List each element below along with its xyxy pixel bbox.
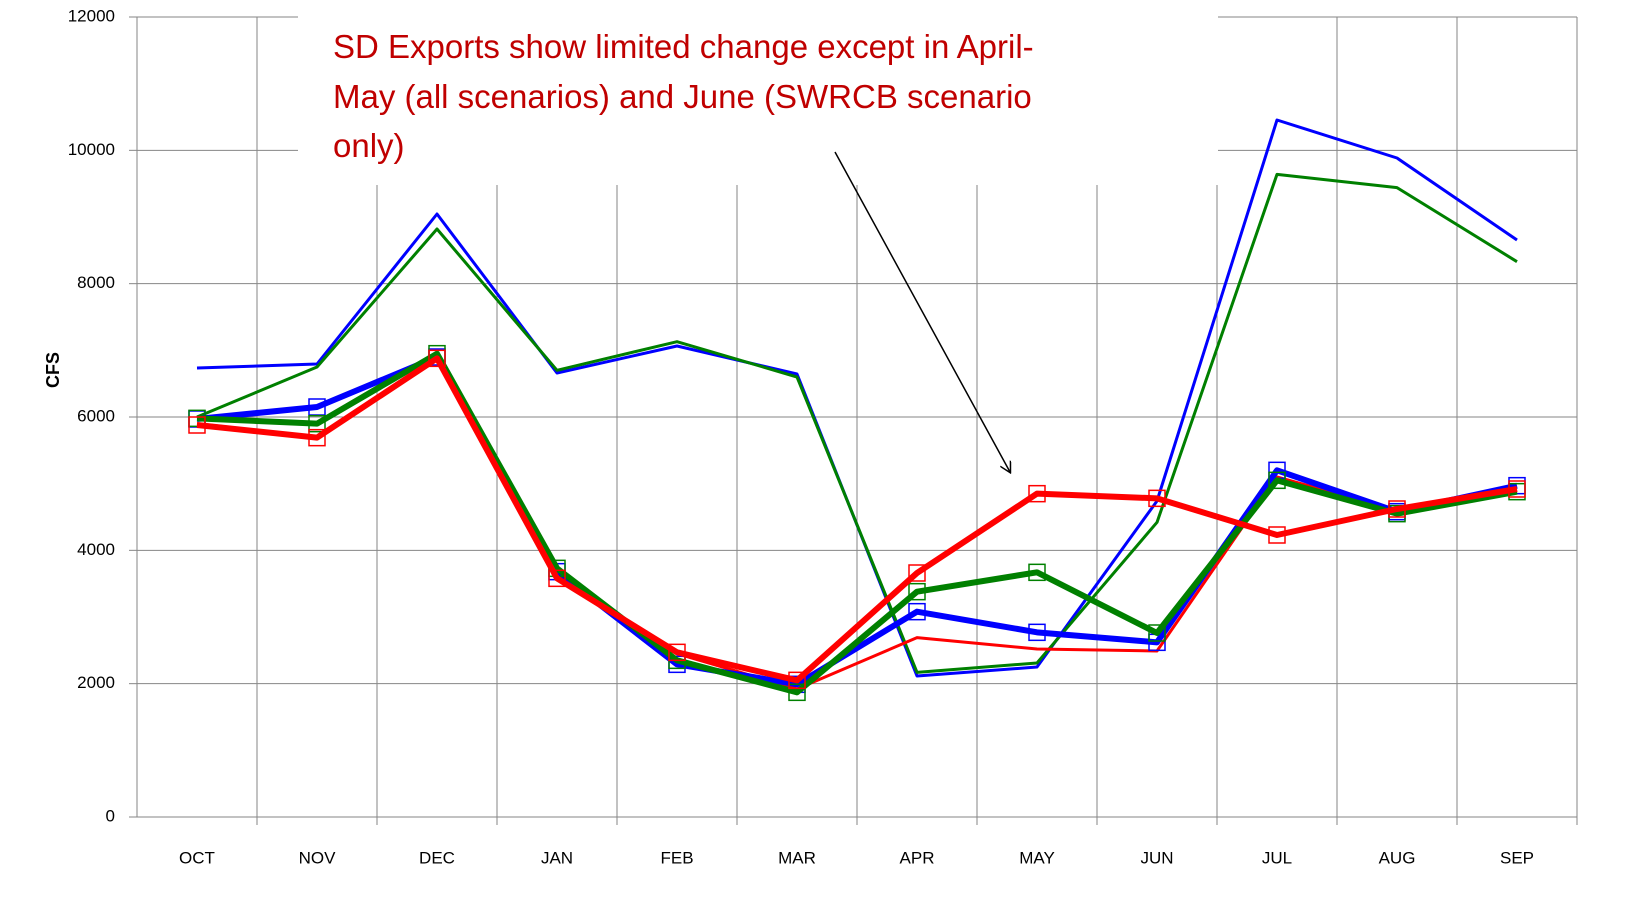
marker [1028, 484, 1046, 503]
x-tick-label: OCT [179, 848, 215, 867]
marker [308, 414, 326, 433]
x-tick-label: MAY [1019, 848, 1055, 867]
x-tick-label: DEC [419, 848, 455, 867]
y-tick-label: 8000 [77, 273, 115, 292]
marker [1268, 526, 1286, 544]
x-tick-label: APR [900, 848, 935, 867]
y-tick-label: 6000 [77, 406, 115, 425]
marker [908, 564, 926, 582]
x-tick-label: NOV [299, 848, 337, 867]
x-tick-label: JAN [541, 848, 573, 867]
x-tick-label: AUG [1379, 848, 1416, 867]
overlay: SD Exports show limited change except in… [298, 0, 1218, 472]
plot [188, 118, 1526, 702]
series-line [196, 355, 1518, 684]
annotation-arrow [834, 151, 1010, 472]
series-line [196, 350, 1518, 696]
y-tick-label: 12000 [68, 6, 115, 25]
marker [1028, 623, 1046, 642]
x-tick-label: SEP [1500, 848, 1534, 867]
annotation-text: only) [333, 127, 405, 164]
marker [1148, 489, 1166, 508]
x-tick-label: MAR [778, 848, 816, 867]
marker [1028, 563, 1046, 582]
marker [1388, 500, 1406, 518]
y-tick-label: 0 [106, 806, 115, 825]
y-axis-label: CFS [43, 352, 63, 388]
marker [1268, 471, 1286, 490]
marker [908, 602, 926, 621]
y-tick-label: 4000 [77, 540, 115, 559]
annotation-text: SD Exports show limited change except in… [333, 28, 1034, 65]
y-tick-label: 2000 [77, 673, 115, 692]
marker [1148, 624, 1166, 642]
marker [668, 643, 686, 662]
annotation-text: May (all scenarios) and June (SWRCB scen… [333, 78, 1032, 115]
series-line [196, 172, 1518, 674]
x-tick-label: JUL [1262, 848, 1292, 867]
marker [548, 569, 566, 588]
x-tick-label: FEB [660, 848, 693, 867]
marker [188, 416, 206, 434]
x-tick-label: JUN [1140, 848, 1173, 867]
marker [788, 683, 806, 702]
marker [1508, 480, 1526, 498]
marker [308, 428, 326, 447]
marker [908, 582, 926, 601]
annotation-box [298, 0, 1218, 185]
marker [788, 671, 806, 690]
marker [428, 349, 446, 368]
y-tick-label: 10000 [68, 140, 115, 159]
